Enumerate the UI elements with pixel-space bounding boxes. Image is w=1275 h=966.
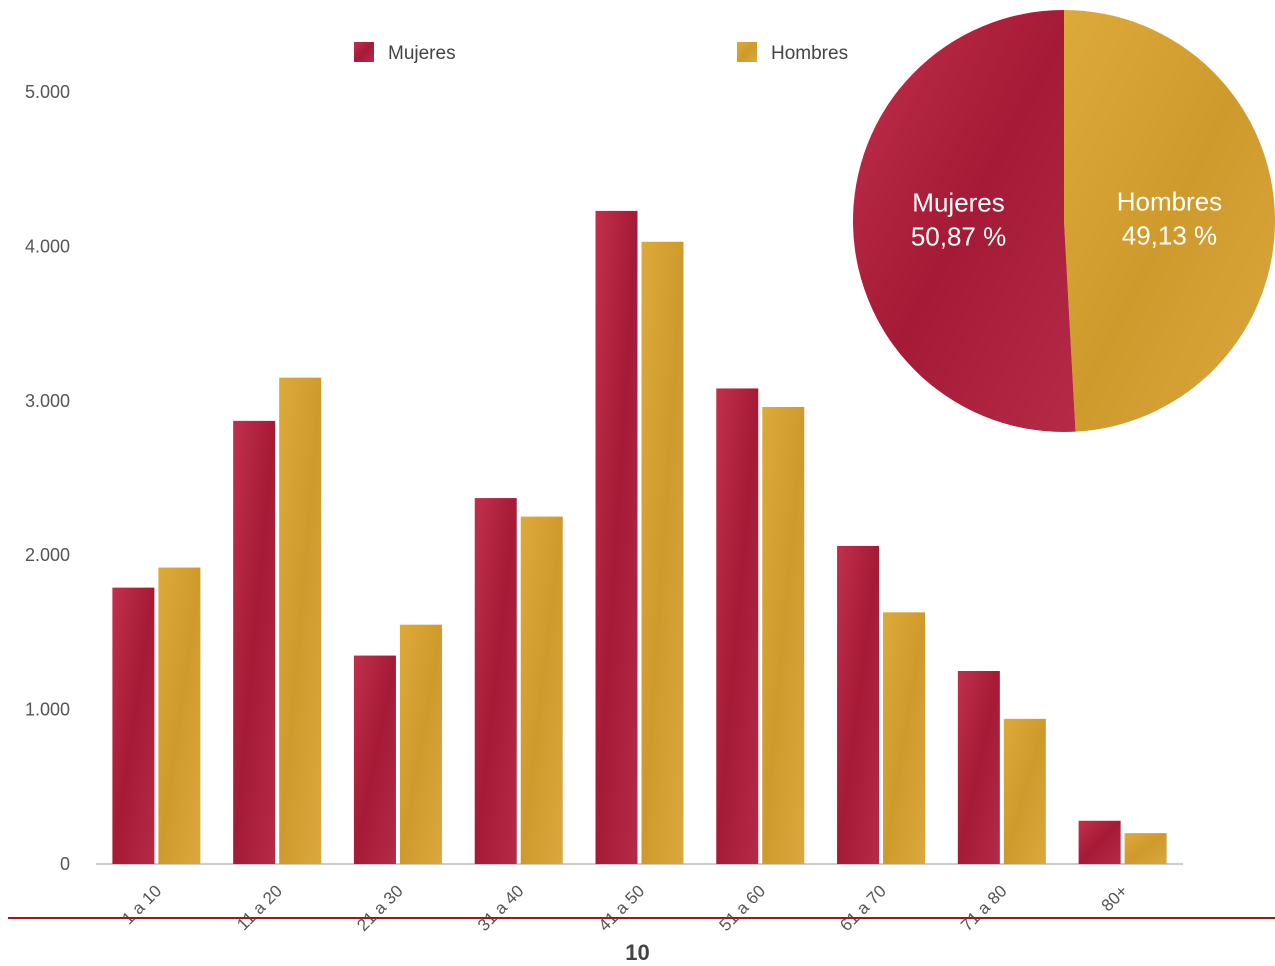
bar-mujeres-3 [474, 498, 517, 864]
bar-mujeres-6 [837, 545, 880, 864]
y-tick-label: 0 [60, 854, 70, 874]
bar-mujeres-7 [957, 671, 1000, 864]
bar-hombres-0 [158, 567, 201, 864]
x-tick-label: 61 a 70 [836, 881, 890, 935]
bar-hombres-6 [883, 612, 926, 864]
pie-slice-mujeres [853, 10, 1076, 432]
x-tick-label: 80+ [1098, 881, 1132, 915]
x-tick-label: 1 a 10 [118, 881, 165, 928]
pie-slice-hombres [1064, 10, 1275, 432]
y-tick-label: 5.000 [25, 82, 70, 102]
bar-hombres-5 [762, 406, 805, 864]
x-tick-label: 71 a 80 [957, 881, 1011, 935]
bar-hombres-1 [279, 377, 322, 864]
bar-hombres-7 [1003, 718, 1046, 864]
pie-label-mujeres: Mujeres [912, 188, 1004, 218]
bar-hombres-2 [399, 624, 442, 864]
bar-mujeres-4 [595, 210, 638, 864]
pie-value-hombres: 49,13 % [1122, 220, 1217, 250]
bar-hombres-4 [641, 241, 684, 864]
bar-mujeres-8 [1078, 820, 1121, 864]
x-tick-label: 51 a 60 [716, 881, 770, 935]
page-number: 10 [625, 940, 650, 965]
bar-mujeres-1 [233, 420, 276, 864]
x-tick-label: 31 a 40 [474, 881, 528, 935]
y-tick-label: 2.000 [25, 545, 70, 565]
x-tick-label: 11 a 20 [233, 881, 286, 934]
legend-swatch-mujeres [354, 42, 374, 62]
y-tick-label: 1.000 [25, 700, 70, 720]
x-tick-label: 41 a 50 [595, 881, 649, 935]
bar-hombres-3 [520, 516, 563, 864]
legend-label-mujeres: Mujeres [388, 43, 456, 64]
bar-mujeres-0 [112, 587, 155, 864]
bar-mujeres-5 [716, 388, 759, 864]
x-tick-label: 21 a 30 [353, 881, 407, 935]
pie-value-mujeres: 50,87 % [911, 222, 1006, 252]
y-tick-label: 3.000 [25, 391, 70, 411]
y-tick-label: 4.000 [25, 236, 70, 256]
legend-swatch-hombres [737, 42, 757, 62]
bar-mujeres-2 [353, 655, 396, 864]
bar-hombres-8 [1124, 833, 1167, 864]
pie-label-hombres: Hombres [1117, 186, 1222, 216]
legend-label-hombres: Hombres [771, 43, 848, 64]
